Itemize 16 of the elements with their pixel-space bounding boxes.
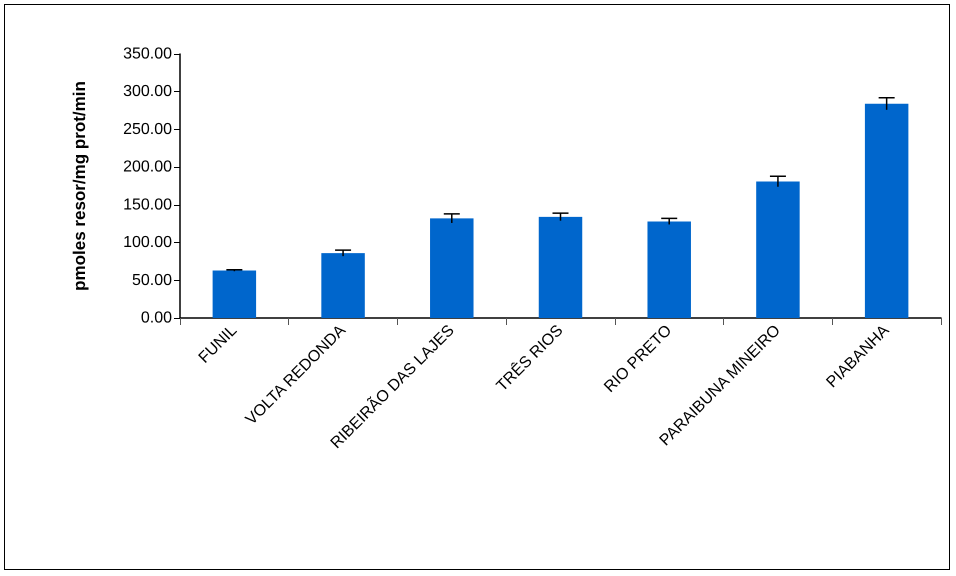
- y-tick-label: 250.00: [123, 120, 172, 138]
- y-tick-label: 300.00: [123, 83, 172, 100]
- bar: [538, 216, 582, 318]
- y-tick-label: 50.00: [132, 272, 172, 289]
- bar: [647, 221, 691, 318]
- bar: [321, 253, 365, 318]
- bar: [864, 104, 908, 318]
- bar: [430, 218, 474, 318]
- y-tick-label: 350.00: [123, 46, 172, 62]
- y-axis-title: pmoles resor/mg prot/min: [70, 81, 89, 291]
- bar: [212, 270, 256, 318]
- y-tick-label: 100.00: [123, 234, 172, 252]
- y-tick-label: 200.00: [123, 158, 172, 176]
- bar: [756, 181, 800, 318]
- y-tick-label: 150.00: [123, 196, 172, 214]
- y-tick-label: 0.00: [140, 310, 172, 326]
